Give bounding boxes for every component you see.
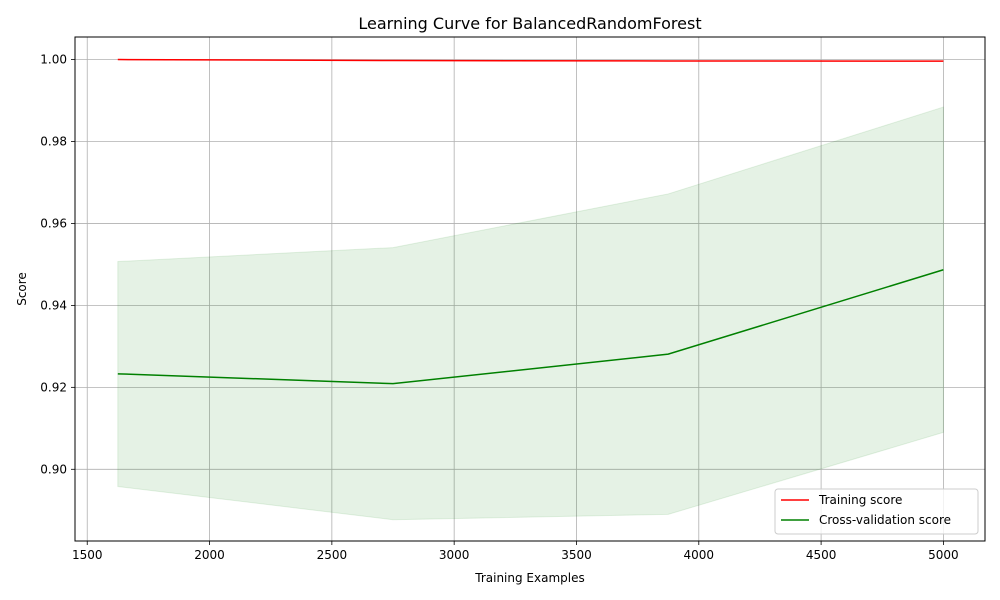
x-tick-label: 2000 [194,548,225,562]
y-tick-label: 1.00 [40,53,67,67]
x-tick-label: 3500 [561,548,592,562]
axis-ticks: 1500 2000 2500 3000 3500 4000 4500 5000 0.90 0.92… [40,53,958,562]
grid [75,37,985,541]
legend-label-0: Training score [818,493,902,507]
y-tick-label: 0.96 [40,216,67,230]
legend-box [774,488,979,535]
y-tick-label: 0.90 [40,462,67,476]
std-bands [117,59,944,521]
x-tick-label: 3000 [439,548,470,562]
y-tick-label: 0.98 [40,134,67,148]
x-tick-label: 4500 [806,548,837,562]
series-line-0 [117,58,944,62]
x-tick-label: 1500 [72,548,103,562]
x-tick-label: 4000 [684,548,715,562]
plot-frame [74,36,986,542]
y-tick-label: 0.92 [40,380,67,394]
series-lines [117,58,944,385]
y-axis-label: Score [15,272,29,306]
legend-label-1: Cross-validation score [819,513,951,527]
x-axis-label: Training Examples [474,571,584,585]
x-tick-label: 2500 [317,548,348,562]
y-tick-label: 0.94 [40,298,67,312]
x-tick-label: 5000 [928,548,959,562]
series-line-1 [117,269,944,385]
chart-title: Learning Curve for BalancedRandomForest [358,14,701,33]
std-band-1 [117,106,944,521]
legend: Training score Cross-validation score [774,488,979,535]
